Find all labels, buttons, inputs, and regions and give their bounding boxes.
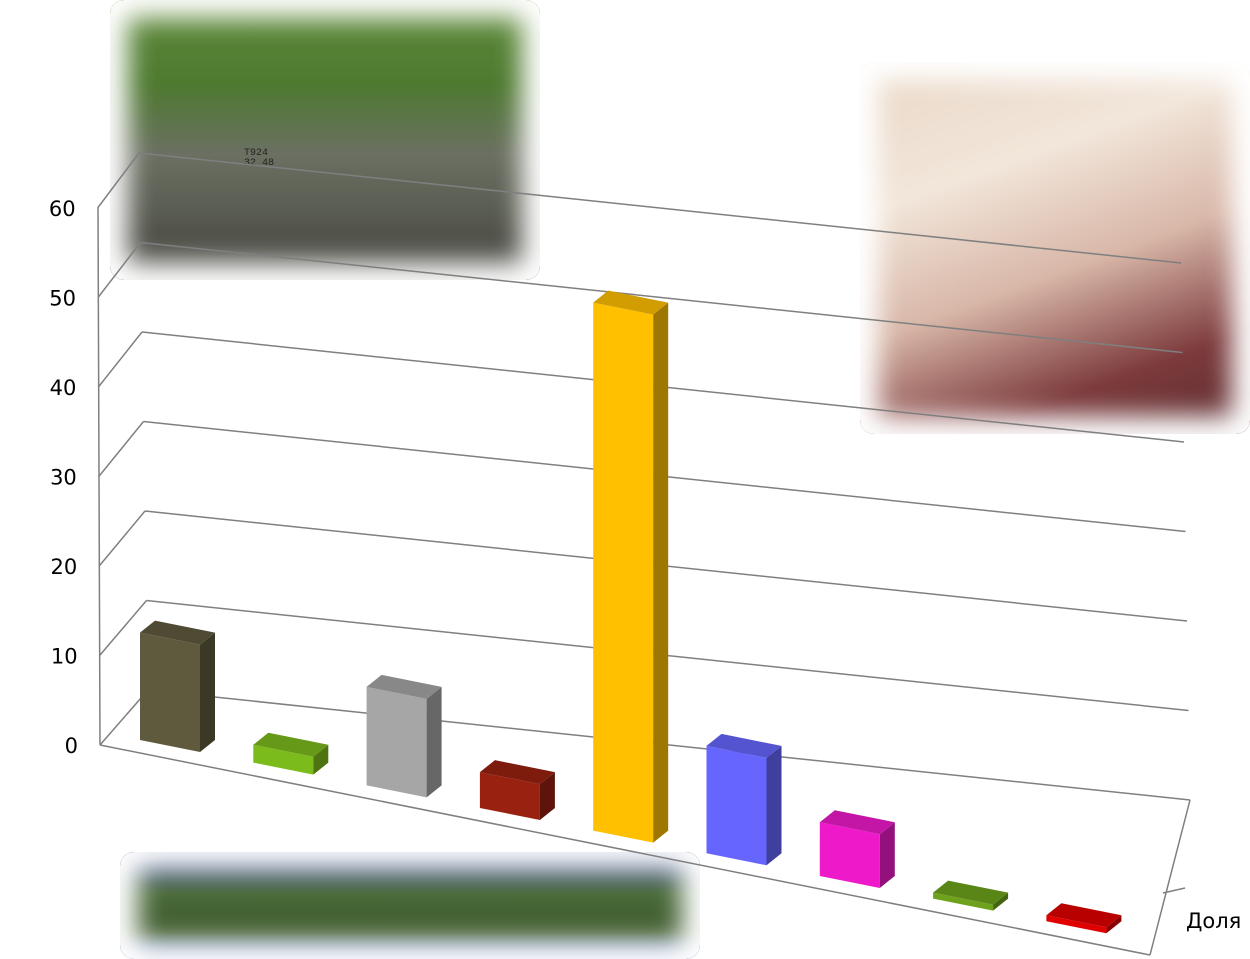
classroom-photo — [860, 62, 1250, 434]
y-tick-label: 40 — [50, 376, 77, 400]
bar-top-face — [140, 620, 215, 645]
y-tick-label: 20 — [50, 555, 77, 579]
y-tick-label: 30 — [50, 466, 77, 490]
bar — [253, 732, 329, 775]
bar-top-face — [366, 674, 442, 699]
bar-side-face — [200, 632, 215, 752]
bar-top-face — [1046, 903, 1122, 928]
wall-gridline — [97, 242, 142, 298]
bar-side-face — [766, 745, 782, 866]
bar-front-face — [933, 892, 994, 911]
y-tick-label: 0 — [65, 734, 78, 758]
bar-side-face — [653, 302, 669, 843]
bar-front-face — [706, 745, 767, 866]
legend-marker — [1162, 887, 1186, 894]
back-gridline — [138, 152, 1182, 264]
bar-front-face — [253, 744, 314, 775]
bar-side-face — [313, 744, 329, 775]
bar-front-face — [819, 822, 880, 888]
bar-top-face — [819, 810, 895, 835]
bar-top-face — [253, 732, 329, 757]
bar — [593, 290, 669, 843]
legend: Доля — [1162, 887, 1241, 933]
wall-gridline — [98, 421, 145, 477]
back-gridline — [140, 241, 1183, 354]
bar-front-face — [366, 686, 427, 798]
legend-label: Доля — [1186, 909, 1241, 933]
wall-gridline — [98, 510, 146, 567]
bar-side-face — [993, 892, 1009, 911]
road-paving-photo: Т924 32 48 — [110, 0, 540, 280]
bar — [479, 760, 555, 820]
bar — [140, 620, 215, 752]
floor-right-edge — [1149, 799, 1191, 956]
bar — [819, 810, 895, 888]
bar-front-face — [1046, 915, 1107, 934]
bar-top-face — [706, 733, 782, 758]
bar — [366, 674, 442, 798]
y-tick-label: 60 — [49, 197, 76, 221]
wall-gridline — [99, 600, 148, 656]
bar-top-face — [933, 880, 1009, 905]
y-tick-label: 50 — [49, 287, 76, 311]
bar-side-face — [539, 772, 555, 820]
bar-side-face — [426, 686, 442, 798]
bar — [706, 733, 782, 866]
grid-lines — [97, 152, 1191, 956]
truck-plate-top: Т924 — [244, 148, 269, 159]
bar-front-face — [593, 302, 654, 843]
outdoor-stage-photo — [120, 852, 700, 959]
bar — [1046, 903, 1122, 934]
back-gridline — [147, 689, 1191, 801]
bar-top-face — [479, 760, 555, 785]
bar-front-face — [479, 772, 540, 820]
bars — [140, 290, 1122, 934]
floor-front-edge — [99, 744, 1151, 956]
bar-top-face — [593, 290, 669, 315]
wall-gridline — [97, 152, 140, 209]
bar — [933, 880, 1009, 911]
y-axis-line — [97, 207, 101, 746]
bar-side-face — [1106, 915, 1122, 934]
bar-front-face — [140, 632, 200, 752]
y-axis-ticks: 0 10 20 30 40 50 60 — [49, 197, 78, 758]
truck-plate-bottom: 32 48 — [244, 158, 275, 169]
y-tick-label: 10 — [51, 645, 78, 669]
bar-side-face — [879, 822, 895, 888]
wall-gridline — [97, 331, 143, 388]
